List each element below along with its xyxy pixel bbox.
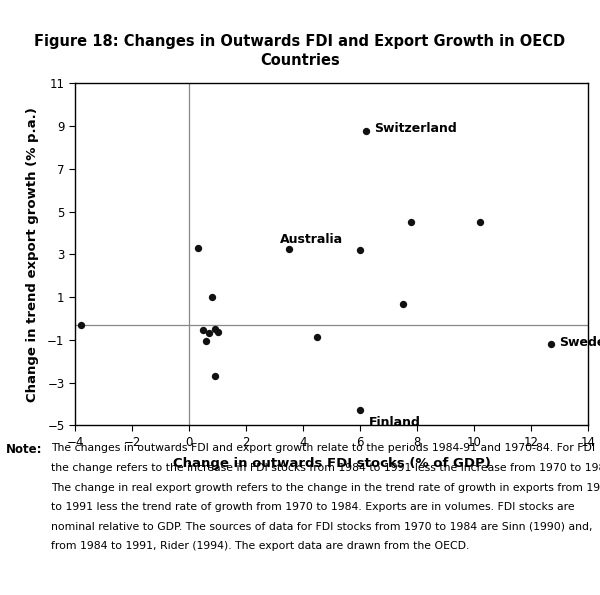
Text: the change refers to the increase in FDI stocks from 1984 to 1991 less the incre: the change refers to the increase in FDI…: [51, 463, 600, 473]
Text: nominal relative to GDP. The sources of data for FDI stocks from 1970 to 1984 ar: nominal relative to GDP. The sources of …: [51, 522, 593, 532]
Point: [475, 218, 485, 227]
Point: [313, 332, 322, 342]
X-axis label: Change in outwards FDI stocks (% of GDP): Change in outwards FDI stocks (% of GDP): [173, 457, 490, 470]
Text: Australia: Australia: [280, 233, 343, 246]
Text: to 1991 less the trend rate of growth from 1970 to 1984. Exports are in volumes.: to 1991 less the trend rate of growth fr…: [51, 502, 575, 512]
Point: [199, 325, 208, 335]
Point: [210, 371, 220, 381]
Point: [361, 127, 371, 136]
Text: The changes in outwards FDI and export growth relate to the periods 1984-91 and : The changes in outwards FDI and export g…: [51, 443, 595, 453]
Y-axis label: Change in trend export growth (% p.a.): Change in trend export growth (% p.a.): [26, 107, 39, 402]
Text: The change in real export growth refers to the change in the trend rate of growt: The change in real export growth refers …: [51, 483, 600, 493]
Point: [193, 243, 202, 253]
Text: Finland: Finland: [368, 416, 421, 429]
Point: [207, 292, 217, 302]
Point: [355, 245, 365, 255]
Text: Figure 18: Changes in Outwards FDI and Export Growth in OECD
Countries: Figure 18: Changes in Outwards FDI and E…: [34, 34, 566, 68]
Point: [76, 320, 86, 330]
Point: [204, 328, 214, 338]
Text: Switzerland: Switzerland: [374, 122, 457, 134]
Point: [213, 328, 223, 337]
Point: [398, 299, 407, 308]
Point: [202, 336, 211, 346]
Point: [355, 406, 365, 415]
Point: [407, 218, 416, 227]
Point: [546, 339, 556, 349]
Point: [284, 245, 293, 254]
Text: Sweden: Sweden: [560, 336, 600, 349]
Text: from 1984 to 1991, Rider (1994). The export data are drawn from the OECD.: from 1984 to 1991, Rider (1994). The exp…: [51, 541, 469, 552]
Point: [210, 324, 220, 334]
Text: Note:: Note:: [6, 443, 43, 456]
